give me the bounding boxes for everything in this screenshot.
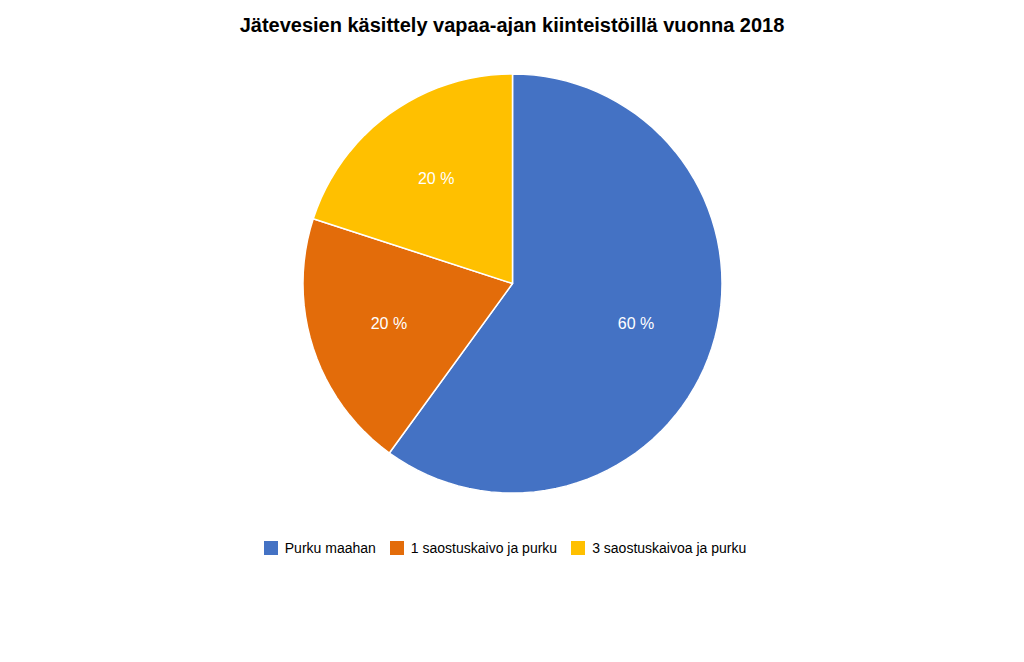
html-text:3 saostuskaivoa ja purku: 3 saostuskaivoa ja purku <box>592 539 747 556</box>
svg-text:20 %: 20 % <box>371 315 407 332</box>
html-text:Purku maahan: Purku maahan <box>284 539 376 556</box>
svg-text:60 %: 60 % <box>618 315 654 332</box>
html-text:1 saostuskaivo ja purku: 1 saostuskaivo ja purku <box>410 539 558 556</box>
html-text:Jätevesien käsittely vapaa-aja: Jätevesien käsittely vapaa-ajan kiinteis… <box>239 14 785 36</box>
svg-text:20 %: 20 % <box>418 170 454 187</box>
